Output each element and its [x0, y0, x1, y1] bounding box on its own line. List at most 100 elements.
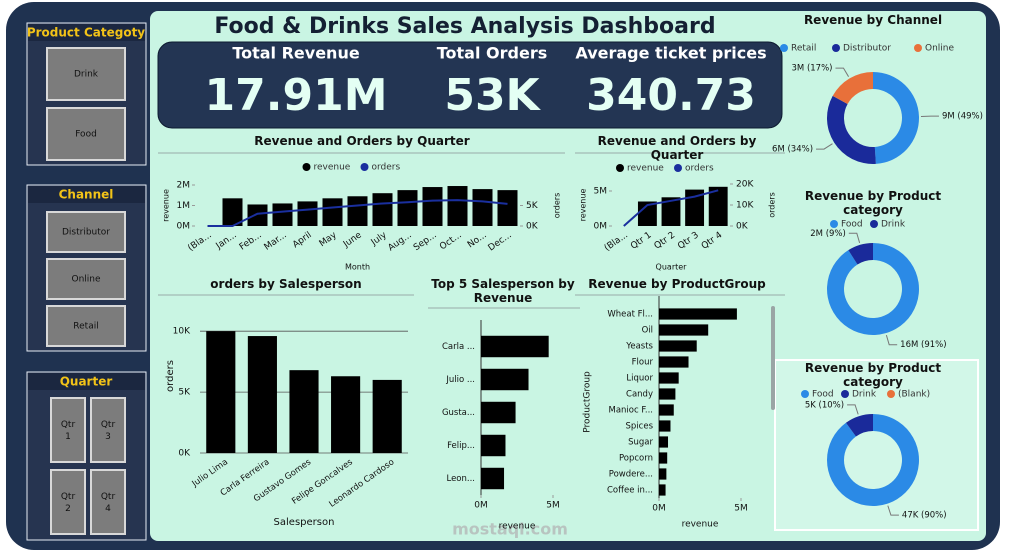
slicer-item[interactable]: Retail — [73, 322, 98, 332]
data-label: 5K (10%) — [805, 400, 844, 410]
slicer-item[interactable]: Distributor — [62, 228, 110, 238]
bar — [659, 404, 674, 416]
legend-label: revenue — [627, 164, 664, 174]
x-tick-label: 5M — [546, 501, 560, 511]
y-tick-label: Manioc F... — [609, 406, 654, 416]
legend-label: (Blank) — [898, 390, 930, 400]
chart-title: Revenue by Channel — [803, 13, 943, 27]
leader-line — [835, 67, 849, 77]
y-tick-label: 0M — [177, 222, 191, 232]
bar — [659, 436, 669, 448]
slicer-item-part: Qtr — [61, 420, 76, 430]
slicer-button — [46, 107, 126, 161]
y-tick-label: Leon... — [446, 474, 475, 484]
legend-label: revenue — [314, 163, 351, 173]
kpi-label: Average ticket prices — [575, 44, 766, 63]
y-tick-label: Flour — [632, 358, 654, 368]
legend-label: orders — [685, 164, 714, 174]
bar — [222, 198, 243, 226]
slicer-button — [90, 397, 126, 463]
bar — [289, 370, 319, 453]
y-tick-label: 0K — [178, 449, 191, 459]
slicer-item[interactable]: Online — [71, 275, 100, 285]
legend-marker — [616, 164, 624, 172]
chart-title: Revenue and Orders by Quarter — [254, 134, 470, 148]
slicer-item[interactable]: Qtr 1 — [61, 420, 76, 442]
kpi-label: Total Orders — [437, 44, 548, 63]
x-tick-label: 0M — [474, 501, 488, 511]
slicer-item[interactable]: Qtr 3 — [101, 420, 116, 442]
y2-tick-label: 20K — [736, 180, 754, 190]
x-axis-label: revenue — [499, 522, 536, 532]
bar — [397, 190, 418, 226]
bar — [472, 189, 493, 226]
chart-title: Revenue by Product category — [804, 189, 942, 217]
x-axis-label: revenue — [682, 520, 719, 530]
leader-line — [885, 334, 898, 346]
slicer-button — [50, 469, 86, 535]
legend-label: Food — [841, 220, 863, 230]
y-tick-label: Carla ... — [442, 342, 475, 352]
bar — [685, 189, 705, 226]
y-tick-label: 5M — [594, 187, 608, 197]
bar — [247, 336, 277, 453]
slicer-item-part: Qtr — [101, 492, 116, 502]
bar — [481, 335, 549, 358]
legend-marker — [914, 44, 922, 52]
donut-slice — [832, 72, 873, 105]
donut-slice — [848, 243, 873, 265]
chart-title: orders by Salesperson — [210, 277, 362, 291]
kpi-card — [157, 41, 783, 129]
leader-line — [887, 505, 899, 516]
slicer-button — [46, 211, 126, 253]
bar — [481, 401, 516, 424]
legend-label: Online — [925, 44, 954, 54]
slicer-title: Quarter — [60, 375, 113, 389]
watermark: mostaql.com — [452, 520, 568, 539]
y-tick-label: Sugar — [628, 438, 653, 448]
slicer-header — [28, 186, 145, 203]
y-tick-label: Felip... — [447, 441, 475, 451]
data-label: 16M (91%) — [900, 340, 946, 350]
slicer-title: Channel — [59, 188, 114, 202]
data-label: 47K (90%) — [902, 511, 947, 521]
y-tick-label: Oil — [642, 326, 653, 336]
y-tick-label: Popcorn — [619, 454, 653, 464]
y-tick-label: 2M — [177, 181, 191, 191]
donut-slice — [827, 95, 876, 164]
legend-label: Drink — [852, 390, 877, 400]
chart-title: Revenue by ProductGroup — [588, 277, 766, 291]
bar — [481, 368, 529, 391]
bar — [659, 340, 697, 352]
kpi-value: 17.91M — [205, 70, 388, 121]
slicer-item[interactable]: Qtr 4 — [101, 492, 116, 514]
bar — [659, 388, 676, 400]
line — [623, 189, 719, 227]
bar — [659, 452, 668, 464]
legend-label: Distributor — [843, 44, 891, 54]
slicer-item[interactable]: Qtr 2 — [61, 492, 76, 514]
legend-label: Retail — [791, 44, 816, 54]
y-tick-label: Coffee in... — [607, 486, 653, 496]
slicer-item-part: 1 — [65, 432, 71, 442]
scrollbar — [771, 306, 775, 410]
bar — [481, 467, 505, 490]
y-tick-label: Gusta... — [442, 408, 475, 418]
y2-axis-label: orders — [768, 192, 777, 218]
bar — [372, 379, 402, 453]
slicer-item[interactable]: Food — [75, 130, 97, 140]
bar — [659, 468, 667, 480]
slicer-header — [28, 24, 145, 41]
legend-marker — [841, 390, 849, 398]
kpi-label: Total Revenue — [232, 44, 360, 63]
slicer-item[interactable]: Drink — [74, 70, 99, 80]
legend-marker — [360, 163, 369, 171]
kpi-value: 53K — [444, 70, 541, 121]
bar — [661, 197, 681, 226]
legend-marker — [801, 390, 809, 398]
y-tick-label: Wheat Fl... — [607, 310, 653, 320]
bar — [637, 201, 657, 226]
bar — [206, 331, 236, 453]
